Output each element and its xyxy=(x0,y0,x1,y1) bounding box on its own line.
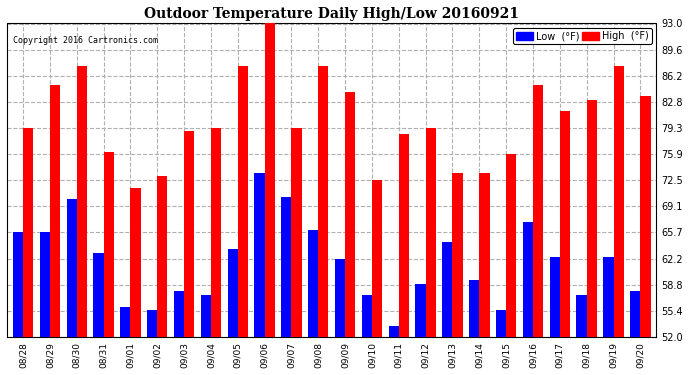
Bar xyxy=(426,128,436,337)
Title: Outdoor Temperature Daily High/Low 20160921: Outdoor Temperature Daily High/Low 20160… xyxy=(144,7,519,21)
Bar xyxy=(560,111,570,337)
Bar xyxy=(533,86,543,337)
Bar xyxy=(211,128,221,337)
Bar xyxy=(630,291,640,337)
Bar xyxy=(120,307,130,337)
Bar xyxy=(238,66,248,337)
Bar xyxy=(23,128,33,337)
Bar xyxy=(415,284,426,337)
Bar xyxy=(201,295,211,337)
Bar xyxy=(362,295,372,337)
Bar xyxy=(104,152,114,337)
Bar xyxy=(264,24,275,337)
Bar xyxy=(453,173,463,337)
Bar xyxy=(506,154,516,337)
Bar xyxy=(372,180,382,337)
Text: Copyright 2016 Cartronics.com: Copyright 2016 Cartronics.com xyxy=(13,36,159,45)
Bar xyxy=(576,295,586,337)
Bar xyxy=(184,130,195,337)
Bar xyxy=(399,135,409,337)
Bar xyxy=(335,259,345,337)
Bar xyxy=(147,310,157,337)
Bar xyxy=(40,232,50,337)
Bar xyxy=(603,257,613,337)
Bar xyxy=(130,188,141,337)
Bar xyxy=(345,92,355,337)
Bar xyxy=(291,128,302,337)
Bar xyxy=(550,257,560,337)
Bar xyxy=(388,326,399,337)
Bar xyxy=(640,96,651,337)
Bar xyxy=(496,310,506,337)
Bar xyxy=(586,100,597,337)
Bar xyxy=(50,86,60,337)
Bar xyxy=(13,232,23,337)
Bar xyxy=(255,173,264,337)
Bar xyxy=(228,249,238,337)
Bar xyxy=(318,66,328,337)
Bar xyxy=(523,222,533,337)
Bar xyxy=(93,253,104,337)
Bar xyxy=(282,197,291,337)
Bar xyxy=(308,230,318,337)
Bar xyxy=(613,66,624,337)
Bar xyxy=(66,200,77,337)
Legend: Low  (°F), High  (°F): Low (°F), High (°F) xyxy=(513,28,651,44)
Bar xyxy=(77,66,87,337)
Bar xyxy=(480,173,489,337)
Bar xyxy=(157,176,168,337)
Bar xyxy=(174,291,184,337)
Bar xyxy=(469,280,480,337)
Bar xyxy=(442,242,453,337)
